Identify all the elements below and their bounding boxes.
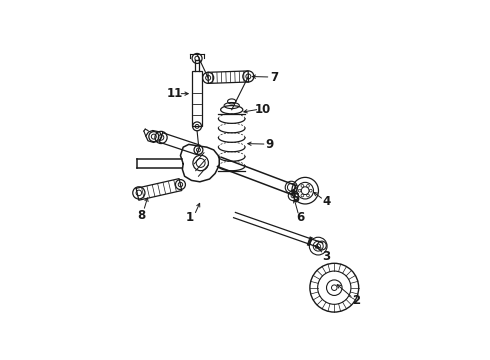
Text: 2: 2: [352, 294, 360, 307]
Text: 4: 4: [322, 195, 331, 208]
Text: 1: 1: [186, 211, 194, 224]
Text: 8: 8: [138, 209, 146, 222]
Text: 9: 9: [266, 138, 274, 151]
Text: 11: 11: [167, 87, 183, 100]
Text: 10: 10: [255, 103, 271, 116]
Text: 3: 3: [322, 249, 331, 262]
Text: 7: 7: [270, 71, 278, 84]
Text: 5: 5: [292, 192, 299, 205]
Text: 6: 6: [296, 211, 305, 224]
Bar: [192, 71, 202, 126]
